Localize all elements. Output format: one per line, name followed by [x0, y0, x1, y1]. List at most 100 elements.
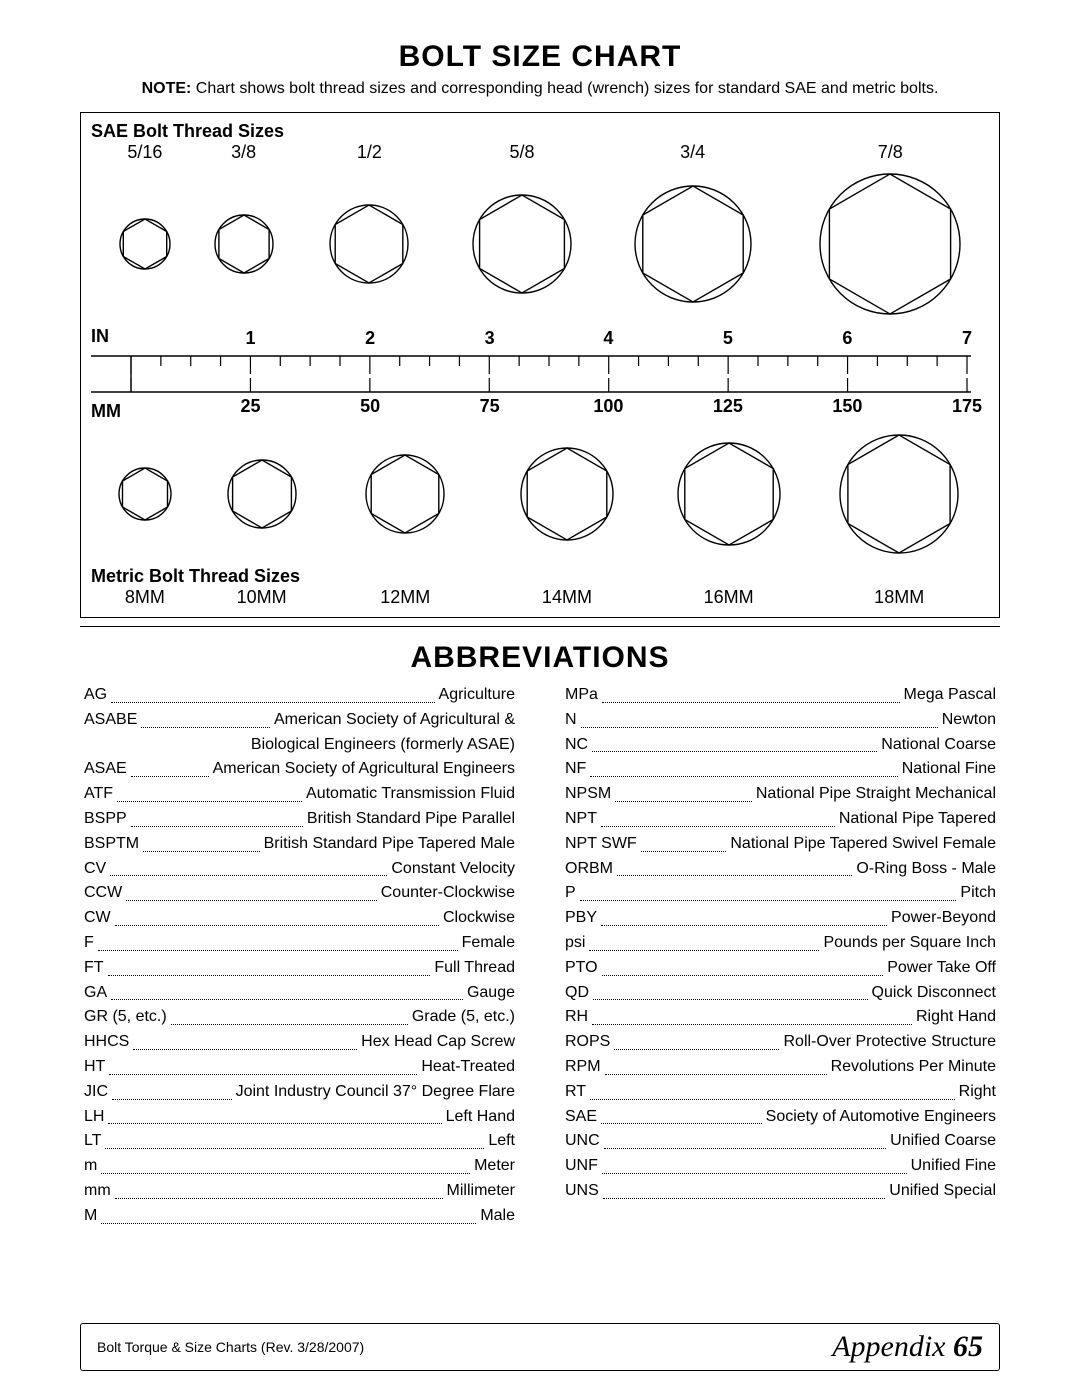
dots-leader	[617, 857, 852, 877]
abbrev-key: P	[565, 881, 576, 906]
abbrev-line: CCWCounter-Clockwise	[84, 881, 515, 906]
bolt-hex-icon	[633, 184, 753, 304]
bolt-hex-icon	[328, 203, 410, 285]
abbrev-key: MPa	[565, 683, 598, 708]
abbrev-key: QD	[565, 981, 589, 1006]
abbrev-def: Clockwise	[443, 906, 515, 931]
dots-leader	[141, 708, 270, 728]
dots-leader	[111, 683, 434, 703]
bolt-hex-icon	[519, 446, 615, 542]
abbrev-line: SAESociety of Automotive Engineers	[565, 1105, 996, 1130]
abbrev-line: PBY Power-Beyond	[565, 906, 996, 931]
sae-size-label: 1/2	[357, 142, 382, 163]
abbrev-line: LHLeft Hand	[84, 1105, 515, 1130]
sae-size-label: 5/16	[127, 142, 162, 163]
abbrev-key: UNS	[565, 1179, 599, 1204]
abbrev-line: PTOPower Take Off	[565, 956, 996, 981]
abbrev-key: BSPP	[84, 807, 127, 832]
abbrev-key: M	[84, 1204, 97, 1229]
abbrev-line: MPa Mega Pascal	[565, 683, 996, 708]
dots-leader	[143, 832, 259, 852]
abbrev-def: Roll-Over Protective Structure	[783, 1030, 996, 1055]
abbrev-key: ASABE	[84, 708, 137, 733]
dots-leader	[602, 956, 884, 976]
abbrev-line: ROPS Roll-Over Protective Structure	[565, 1030, 996, 1055]
dots-leader	[112, 1080, 232, 1100]
page-title: BOLT SIZE CHART	[80, 40, 1000, 74]
abbrev-line: RPMRevolutions Per Minute	[565, 1055, 996, 1080]
metric-size-label: 10MM	[237, 587, 287, 608]
bolt-hex-icon	[364, 453, 446, 535]
mm-label: MM	[91, 401, 121, 422]
dots-leader	[593, 981, 868, 1001]
abbrev-line: ASABEAmerican Society of Agricultural &	[84, 708, 515, 733]
inch-number: 6	[842, 328, 852, 349]
abbrev-def: Unified Coarse	[890, 1129, 996, 1154]
ruler-area: IN 1234567 255075100125150175 MM	[91, 328, 989, 420]
abbrev-def: American Society of Agricultural Enginee…	[213, 757, 515, 782]
abbrev-def: Unified Special	[889, 1179, 996, 1204]
abbrev-line: QD Quick Disconnect	[565, 981, 996, 1006]
abbrev-key: CW	[84, 906, 111, 931]
dots-leader	[601, 1105, 762, 1125]
metric-size-label: 18MM	[874, 587, 924, 608]
inch-number: 3	[485, 328, 495, 349]
dots-leader	[105, 1129, 484, 1149]
abbrev-line: BSPPBritish Standard Pipe Parallel	[84, 807, 515, 832]
mm-number: 50	[360, 396, 380, 417]
footer-appendix: Appendix 65	[832, 1330, 983, 1364]
abbrev-def: Unified Fine	[911, 1154, 996, 1179]
abbrev-key: RH	[565, 1005, 588, 1030]
abbrev-key: PBY	[565, 906, 597, 931]
abbrev-def: Hex Head Cap Screw	[361, 1030, 515, 1055]
abbrev-def: Agriculture	[439, 683, 515, 708]
dots-leader	[604, 1129, 887, 1149]
dots-leader	[115, 906, 439, 926]
dots-leader	[110, 857, 387, 877]
abbrev-key: HHCS	[84, 1030, 129, 1055]
metric-size-label: 16MM	[704, 587, 754, 608]
mm-number: 75	[480, 396, 500, 417]
abbrev-def: National Fine	[902, 757, 996, 782]
dots-leader	[115, 1179, 443, 1199]
dots-leader	[109, 1055, 417, 1075]
abbrev-def: National Pipe Tapered	[839, 807, 996, 832]
abbrev-line: NPT SWFNational Pipe Tapered Swivel Fema…	[565, 832, 996, 857]
dots-leader	[602, 683, 900, 703]
abbrev-def: Right	[959, 1080, 996, 1105]
abbrev-key: NPT	[565, 807, 597, 832]
abbrev-key: ATF	[84, 782, 113, 807]
abbrev-line: HHCS Hex Head Cap Screw	[84, 1030, 515, 1055]
dots-leader	[111, 981, 463, 1001]
abbrev-key: ROPS	[565, 1030, 610, 1055]
dots-leader	[133, 1030, 357, 1050]
abbrev-key: SAE	[565, 1105, 597, 1130]
abbrev-def: Mega Pascal	[904, 683, 997, 708]
bolt-hex-icon	[471, 193, 573, 295]
abbrev-line: NNewton	[565, 708, 996, 733]
abbrev-line: BSPTMBritish Standard Pipe Tapered Male	[84, 832, 515, 857]
abbrev-line: JICJoint Industry Council 37° Degree Fla…	[84, 1080, 515, 1105]
footer-box: Bolt Torque & Size Charts (Rev. 3/28/200…	[80, 1323, 1000, 1371]
inch-number: 7	[962, 328, 972, 349]
abbrev-columns: AGAgricultureASABEAmerican Society of Ag…	[80, 683, 1000, 1229]
footer-app-num: 65	[953, 1330, 983, 1363]
abbrev-def: Revolutions Per Minute	[831, 1055, 996, 1080]
mm-number: 125	[713, 396, 743, 417]
abbrev-key: AG	[84, 683, 107, 708]
dots-leader	[101, 1204, 476, 1224]
dots-leader	[615, 782, 752, 802]
metric-size-label: 12MM	[380, 587, 430, 608]
abbrev-def: Quick Disconnect	[872, 981, 997, 1006]
dots-leader	[589, 931, 819, 951]
dots-leader	[581, 708, 938, 728]
bolt-hex-icon	[117, 466, 173, 522]
inch-number: 4	[603, 328, 613, 349]
abbrev-key: mm	[84, 1179, 111, 1204]
abbrev-line: AG Agriculture	[84, 683, 515, 708]
bolt-hex-icon	[118, 217, 172, 271]
abbrev-line: UNFUnified Fine	[565, 1154, 996, 1179]
abbrev-line: RHRight Hand	[565, 1005, 996, 1030]
abbrev-def: Constant Velocity	[391, 857, 515, 882]
abbrev-def: Power-Beyond	[891, 906, 996, 931]
